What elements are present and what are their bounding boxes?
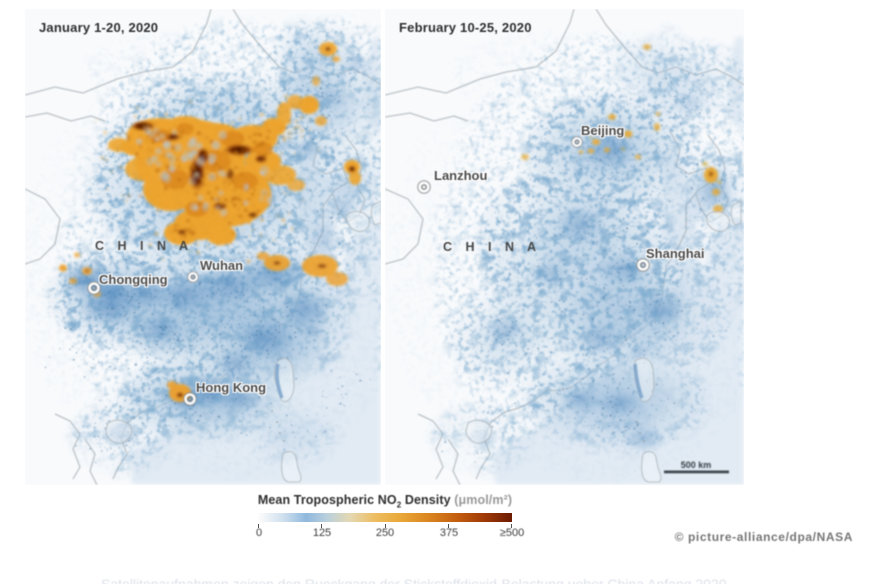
svg-text:500 km: 500 km [681,460,712,470]
